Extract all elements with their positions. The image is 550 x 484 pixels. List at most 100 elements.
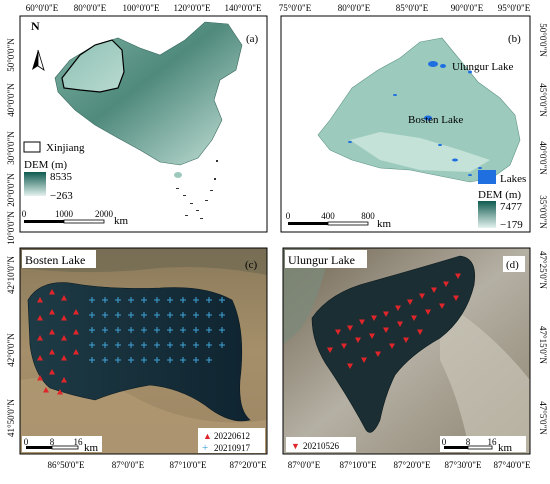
scale-b-2: 800 <box>361 211 375 221</box>
sample-point-20210526 <box>431 287 437 293</box>
xinjiang-outline <box>61 39 125 93</box>
tick-a-left-3: 20°0'0"N <box>6 173 16 207</box>
legend-d-triangle-icon: ▼ <box>291 441 300 451</box>
sample-point-20210917 <box>102 327 108 333</box>
sample-point-20210917 <box>89 342 95 348</box>
tick-a-top-4: 140°0'0"E <box>225 3 262 13</box>
sample-point-20210917 <box>206 357 212 363</box>
sample-point-20210917 <box>115 297 121 303</box>
lakes-legend-label: Lakes <box>500 173 526 185</box>
panel-c-frame <box>19 247 268 455</box>
sample-point-20210917 <box>154 312 160 318</box>
scale-bar-c <box>26 445 79 450</box>
legend-c-triangle-icon: ▲ <box>203 431 212 441</box>
sample-point-20210917 <box>89 327 95 333</box>
sample-point-20210526 <box>389 343 395 349</box>
tick-b-top-1: 80°0'0"E <box>338 3 371 13</box>
sample-point-20220612 <box>37 375 43 381</box>
scale-bar-d <box>444 445 493 450</box>
sample-point-20210917 <box>115 312 121 318</box>
sample-point-20210526 <box>419 293 425 299</box>
sample-point-20210917 <box>193 297 199 303</box>
dem-a-title: DEM (m) <box>24 159 67 171</box>
tick-a-top-1: 80°0'0"E <box>74 3 107 13</box>
tick-d-right-1: 47°15'0"N <box>538 326 548 364</box>
tick-a-left-0: 50°0'0"N <box>6 38 16 72</box>
sample-point-20210917 <box>89 357 95 363</box>
dem-a-max: 8535 <box>50 171 73 183</box>
sample-point-20220612 <box>61 335 67 341</box>
tick-a-left-2: 30°0'0"N <box>6 131 16 165</box>
xinjiang-legend-swatch <box>23 141 41 153</box>
panel-d-title: Ulungur Lake <box>288 253 355 267</box>
sample-point-20210526 <box>347 363 353 369</box>
tick-c-left-2: 41°50'0"N <box>6 399 16 437</box>
sample-point-20210526 <box>383 327 389 333</box>
sample-point-20210917 <box>115 342 121 348</box>
tick-d-bottom-4: 87°40'0"E <box>494 460 531 470</box>
scale-c-1: 8 <box>50 437 55 447</box>
sample-point-20210526 <box>403 337 409 343</box>
sample-point-20210526 <box>347 325 353 331</box>
panel-b: 75°0'0"E 80°0'0"E 85°0'0"E 90°0'0"E 95°0… <box>279 3 548 233</box>
legend-d-label-0: 20210526 <box>303 441 340 451</box>
tick-c-bottom-0: 86°50'0"E <box>48 460 85 470</box>
dem-b-title: DEM (m) <box>478 189 521 201</box>
legend-c-box <box>198 428 265 453</box>
sample-point-20210917 <box>193 327 199 333</box>
sample-point-20210917 <box>219 297 225 303</box>
sample-point-20220612 <box>57 389 63 395</box>
lakes-legend-swatch <box>478 170 496 184</box>
panel-d-label: (d) <box>506 259 519 271</box>
sample-point-20210917 <box>128 357 134 363</box>
sample-point-20210526 <box>439 303 445 309</box>
sample-point-20210917 <box>180 327 186 333</box>
tick-d-right-0: 47°25'0"N <box>538 251 548 289</box>
sample-point-20210917 <box>154 342 160 348</box>
lakes-blue <box>348 61 482 176</box>
sample-point-20210917 <box>193 342 199 348</box>
sample-point-20210526 <box>453 295 459 301</box>
ulungur-lake-label: Ulungur Lake <box>452 61 514 73</box>
scale-bar-a <box>24 219 105 224</box>
north-arrow-icon <box>32 49 45 71</box>
xinjiang-legend-label: Xinjiang <box>46 142 85 154</box>
scale-c-0: 0 <box>24 437 29 447</box>
scale-a-1: 1000 <box>55 209 74 219</box>
sample-point-20220612 <box>37 297 43 303</box>
tick-a-left-4: 10°0'0"N <box>6 211 16 245</box>
panel-d: Ulungur Lake (d) 47°25'0"N 47°15'0"N 47°… <box>282 247 548 470</box>
sample-point-20210917 <box>141 297 147 303</box>
sample-point-20210917 <box>167 297 173 303</box>
sample-point-20210917 <box>219 312 225 318</box>
sample-point-20210917 <box>219 342 225 348</box>
sample-point-20220612 <box>61 355 67 361</box>
sample-point-20210917 <box>128 297 134 303</box>
tick-a-top-0: 60°0'0"E <box>26 3 59 13</box>
sample-point-20210917 <box>193 357 199 363</box>
dem-a-ramp <box>24 172 46 196</box>
tick-b-top-4: 95°0'0"E <box>498 3 531 13</box>
sample-point-20210526 <box>335 329 341 335</box>
tick-a-left-1: 40°0'0"N <box>6 83 16 117</box>
scale-bar-b <box>288 221 369 226</box>
sample-point-20210917 <box>154 327 160 333</box>
panel-d-title-box <box>285 250 367 268</box>
sample-point-20210526 <box>375 351 381 357</box>
tick-b-top-2: 85°0'0"E <box>396 3 429 13</box>
dem-a-min: −263 <box>50 190 73 202</box>
sample-point-20220612 <box>49 349 55 355</box>
sample-point-20210526 <box>359 319 365 325</box>
sample-point-20220612 <box>37 355 43 361</box>
sample-point-20220612 <box>49 289 55 295</box>
sample-point-20210917 <box>141 312 147 318</box>
tick-d-bottom-1: 87°10'0"E <box>340 460 377 470</box>
scale-a-unit: km <box>114 215 129 227</box>
panel-b-frame <box>280 15 531 233</box>
sample-point-20210917 <box>89 297 95 303</box>
legend-c-plus-icon: + <box>202 442 208 454</box>
sample-point-20210526 <box>327 347 333 353</box>
sample-point-20210917 <box>141 327 147 333</box>
sample-point-20210917 <box>167 357 173 363</box>
sample-point-20210917 <box>141 357 147 363</box>
